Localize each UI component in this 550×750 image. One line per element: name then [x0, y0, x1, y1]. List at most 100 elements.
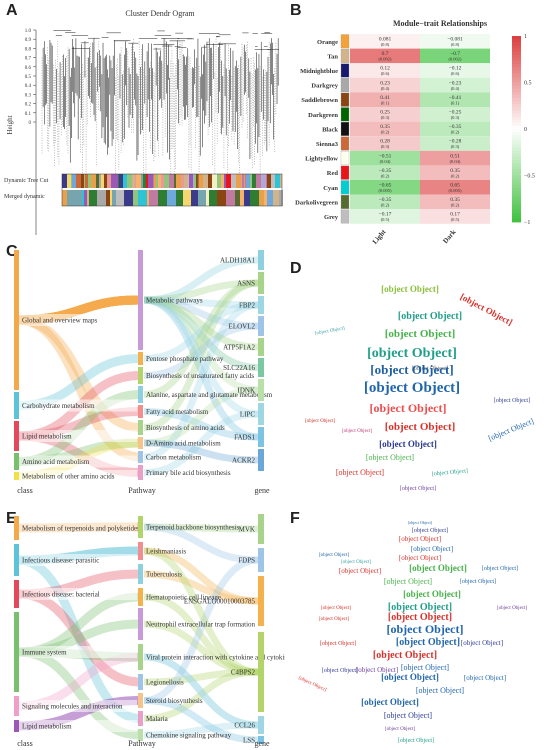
gene-label: CCL26	[234, 722, 255, 730]
sankey-flow	[143, 721, 259, 739]
tree-cut-color	[181, 174, 184, 188]
colorbar-step	[512, 85, 521, 90]
tree-cut-color	[164, 174, 169, 188]
sankey-flow	[143, 296, 259, 441]
tree-cut-color	[252, 174, 256, 188]
word-cloud-term: [object Object]	[411, 545, 453, 553]
axis-label-class: class	[17, 486, 33, 495]
colorbar-step	[512, 187, 521, 192]
tree-cut-color	[169, 174, 174, 188]
word-cloud-term: [object Object]	[464, 674, 506, 682]
colorbar-step	[512, 203, 521, 207]
word-cloud-term: [object Object]	[412, 366, 448, 372]
gene-node	[258, 632, 264, 712]
word-cloud-term: [object Object]	[366, 453, 415, 462]
tree-cut-color	[245, 174, 246, 188]
word-cloud-term: [object Object]	[399, 554, 441, 562]
merged-color	[161, 190, 167, 206]
merged-color	[183, 190, 191, 206]
cell-p-light: (0.8)	[381, 42, 390, 47]
merged-color	[73, 190, 82, 206]
tree-cut-color	[101, 174, 104, 188]
word-cloud-term: [object Object]	[385, 421, 456, 433]
word-cloud-term: [object Object]	[396, 637, 460, 648]
class-node	[14, 696, 19, 716]
merged-color	[267, 190, 273, 206]
tree-cut-color	[85, 174, 87, 188]
tree-cut-color	[96, 174, 99, 188]
gene-node	[258, 427, 264, 447]
y-tick-label: 0.6	[25, 66, 32, 71]
cell-p-light: (0.4)	[381, 86, 390, 91]
pathway-node	[138, 516, 143, 538]
pathway-label: Malaria	[146, 715, 169, 723]
tree-cut-color	[174, 174, 176, 188]
pathway-label: Fatty acid metabolism	[146, 408, 209, 416]
sankey-flow	[143, 296, 259, 330]
module-label-black: Black	[322, 126, 338, 133]
tree-cut-color	[280, 174, 282, 188]
sankey-flow	[143, 668, 259, 722]
heatmap-cell-light	[350, 121, 420, 137]
module-swatch	[340, 180, 350, 195]
colorbar-step	[512, 45, 521, 49]
colorbar-tick: 1	[524, 34, 527, 40]
tree-cut-color	[197, 174, 198, 188]
class-label-bg	[19, 455, 137, 468]
class-label-bg	[19, 588, 137, 600]
cell-p-dark: (0.005)	[448, 188, 462, 193]
class-label-bg	[19, 720, 137, 732]
cell-p-dark: (0.2)	[451, 130, 460, 135]
colorbar-step	[512, 147, 521, 152]
cell-p-light: (0.2)	[381, 173, 390, 178]
gene-node	[258, 576, 264, 626]
cell-r-light: 0.28	[380, 139, 390, 145]
cell-p-dark: (0.1)	[451, 100, 460, 105]
colorbar-step	[512, 67, 521, 71]
tree-cut-color	[158, 174, 161, 188]
merged-color	[106, 190, 110, 206]
tree-cut-color	[76, 174, 81, 188]
merged-color	[240, 190, 244, 206]
gene-label: ENSGALG00010003785	[184, 598, 256, 606]
tree-cut-color	[198, 174, 199, 188]
heatmap-cell-dark	[420, 121, 490, 137]
colorbar-step	[512, 160, 521, 164]
class-label-bg	[19, 700, 137, 712]
panel-label-e: E	[6, 510, 17, 527]
colorbar-step	[512, 206, 521, 210]
word-cloud-term: [object Object]	[398, 311, 462, 322]
merged-color	[87, 190, 89, 206]
heatmap-cell-dark	[420, 194, 490, 210]
colorbar-step	[512, 138, 521, 142]
tree-cut-color	[132, 174, 135, 188]
cell-r-light: −0.35	[379, 197, 392, 203]
colorbar-step	[512, 181, 521, 186]
sankey-flow	[143, 653, 259, 729]
colorbar-step	[512, 116, 521, 121]
merged-color	[206, 190, 209, 206]
cell-r-dark: 0.35	[450, 197, 460, 203]
word-cloud-term: [object Object]	[384, 577, 433, 586]
cell-r-light: −0.51	[379, 153, 392, 159]
panel-label-b: B	[290, 2, 302, 19]
tree-cut-color	[136, 174, 141, 188]
colorbar-tick: −1	[524, 220, 530, 226]
module-label-saddlebrown: Saddlebrown	[301, 97, 338, 104]
class-label: Carbohydrate metabolism	[22, 402, 95, 410]
dendrogram-y-label: Height	[6, 115, 14, 134]
class-label: Amino acid metabolism	[22, 458, 90, 466]
axis-label-class-e: class	[17, 739, 33, 748]
word-cloud-term: [object Object]	[319, 553, 349, 558]
module-label-lightyellow: Lightyellow	[305, 156, 338, 163]
merged-color	[244, 190, 250, 206]
gene-label: ACKR2	[232, 457, 255, 465]
merged-color	[97, 190, 106, 206]
merged-color	[110, 190, 112, 206]
word-cloud-term: [object Object]	[388, 602, 452, 613]
pathway-label: Biosynthesis of unsaturated fatty acids	[146, 372, 254, 380]
gene-node	[258, 403, 264, 425]
merged-color	[147, 190, 149, 206]
class-node	[14, 250, 19, 390]
merged-color	[89, 190, 97, 206]
